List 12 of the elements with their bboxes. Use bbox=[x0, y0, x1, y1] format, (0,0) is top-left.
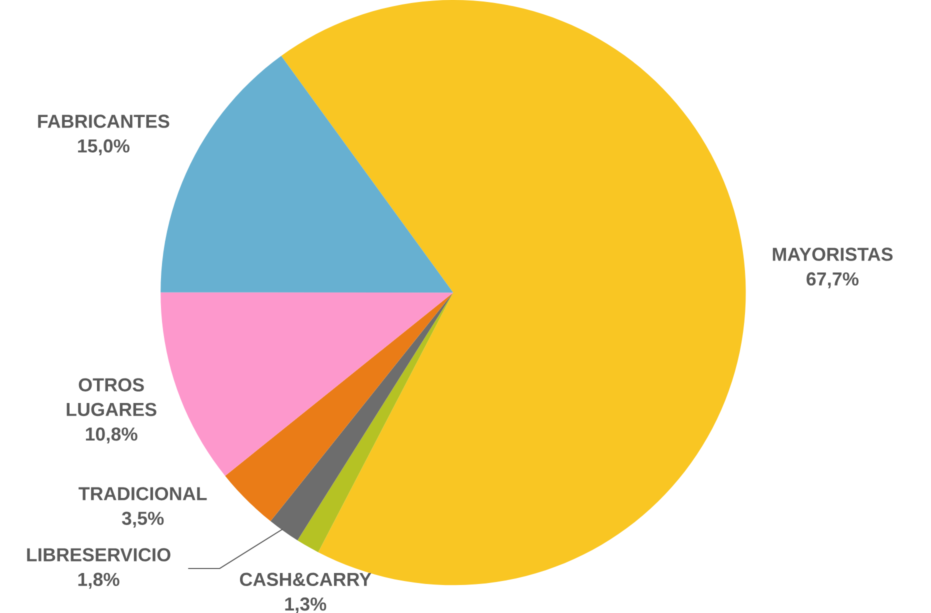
data-label: 10,8% bbox=[86, 427, 138, 444]
slice-label: OTROS LUGARES bbox=[66, 378, 156, 416]
slice-label: CASH&CARRY bbox=[240, 572, 372, 586]
slice-label: MAYORISTAS bbox=[772, 247, 893, 261]
slice-label: LIBRESERVICIO bbox=[27, 548, 170, 562]
data-label: 67,7% bbox=[806, 272, 859, 288]
data-label: 1,3% bbox=[285, 597, 326, 613]
slice-label: FABRICANTES bbox=[38, 114, 170, 128]
data-label: 3,5% bbox=[122, 512, 164, 528]
slice-label: TRADICIONAL bbox=[78, 486, 207, 500]
data-label: 15,0% bbox=[78, 139, 130, 156]
data-label: 1,8% bbox=[78, 572, 120, 589]
